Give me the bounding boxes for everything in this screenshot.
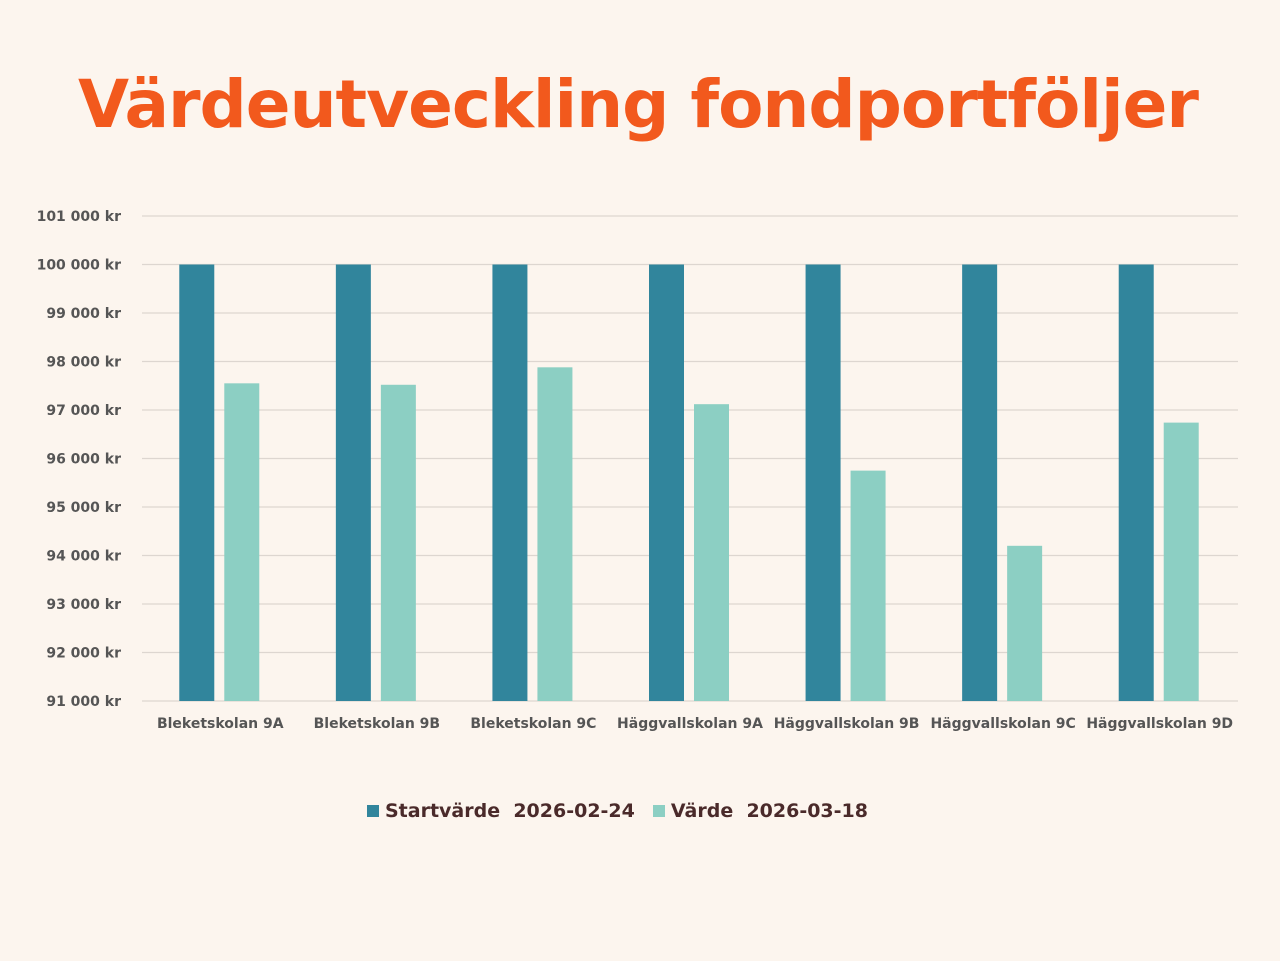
- legend-item-value: Värde 2026-03-18: [652, 800, 868, 822]
- y-tick-label: 96 000 kr: [46, 452, 121, 468]
- y-tick-label: 95 000 kr: [46, 500, 121, 516]
- bar-value: [694, 404, 729, 701]
- x-tick-label: Bleketskolan 9C: [470, 716, 596, 732]
- x-tick-label: Bleketskolan 9B: [314, 716, 440, 732]
- y-tick-label: 97 000 kr: [46, 403, 121, 419]
- bar-value: [537, 367, 573, 701]
- legend-item-start: Startvärde 2026-02-24: [367, 800, 635, 822]
- bar-start: [335, 264, 371, 701]
- legend-swatch: [367, 805, 379, 817]
- bar-start: [649, 264, 684, 701]
- bar-start: [179, 264, 215, 701]
- y-tick-label: 99 000 kr: [46, 306, 121, 322]
- y-tick-label: 94 000 kr: [46, 549, 121, 565]
- legend: Startvärde 2026-02-24 Värde 2026-03-18: [0, 800, 1235, 822]
- legend-label: Värde 2026-03-18: [670, 800, 868, 822]
- x-tick-label: Häggvallskolan 9B: [774, 716, 920, 732]
- x-tick-label: Bleketskolan 9A: [157, 716, 284, 732]
- bar-start: [492, 264, 528, 701]
- bar-value: [224, 383, 260, 701]
- bar-value: [1163, 422, 1199, 701]
- y-tick-label: 100 000 kr: [37, 258, 122, 274]
- bar-value: [1007, 545, 1043, 701]
- bar-value: [380, 384, 416, 701]
- legend-label: Startvärde 2026-02-24: [385, 800, 635, 822]
- y-tick-label: 93 000 kr: [46, 597, 121, 613]
- bar-start: [805, 264, 841, 701]
- y-tick-label: 101 000 kr: [37, 209, 122, 225]
- legend-swatch: [652, 805, 665, 817]
- x-tick-label: Häggvallskolan 9A: [617, 716, 763, 732]
- x-tick-label: Häggvallskolan 9C: [930, 716, 1075, 732]
- x-tick-label: Häggvallskolan 9D: [1086, 716, 1233, 732]
- y-tick-label: 92 000 kr: [46, 646, 121, 662]
- y-tick-label: 91 000 kr: [46, 694, 121, 710]
- bar-start: [962, 264, 998, 701]
- y-tick-label: 98 000 kr: [46, 355, 121, 371]
- bar-start: [1118, 264, 1154, 701]
- chart-title: Värdeutveckling fondportföljer: [78, 66, 1199, 143]
- bar-value: [850, 470, 886, 701]
